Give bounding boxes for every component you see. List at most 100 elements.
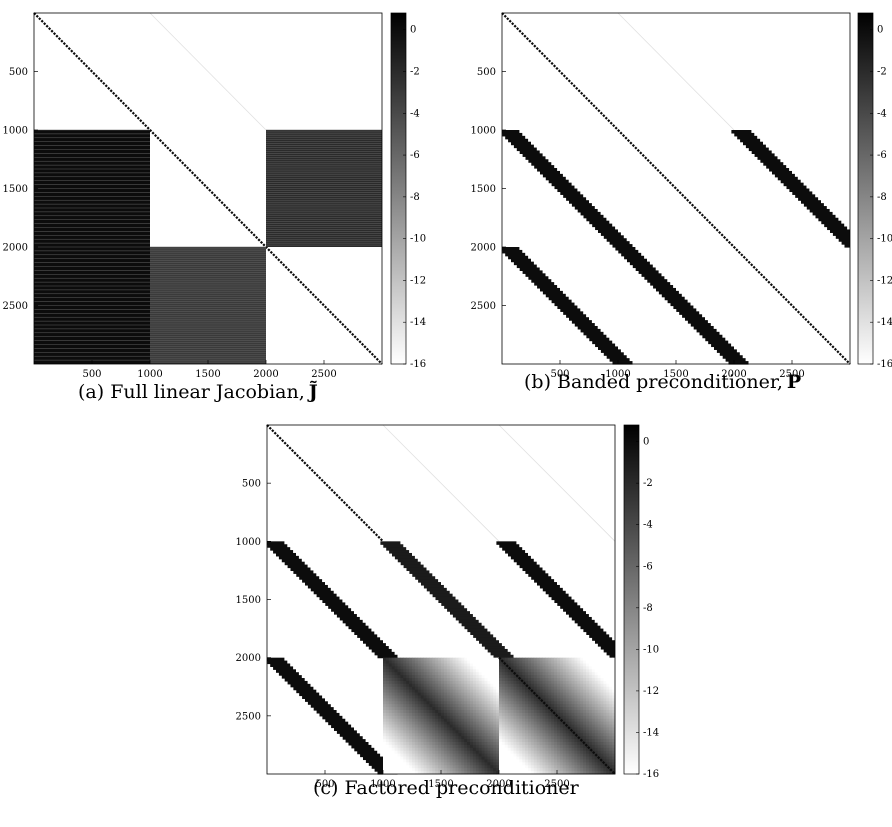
gradient-cell (385, 663, 390, 667)
gradient-cell (435, 692, 439, 696)
gradient-cell (568, 710, 572, 714)
gradient-cell (487, 765, 491, 769)
gradient-cell (394, 765, 398, 769)
gradient-cell (606, 750, 610, 755)
gradient-cell (597, 660, 601, 664)
gradient-cell (435, 707, 439, 711)
gradient-cell (586, 686, 590, 691)
gradient-cell (519, 675, 523, 679)
gradient-cell (455, 666, 459, 670)
gradient-cell (583, 744, 587, 749)
band-step (774, 173, 795, 178)
gradient-cell (487, 750, 491, 755)
gradient-cell (542, 736, 546, 740)
block-row (150, 348, 266, 351)
gradient-cell (412, 759, 416, 763)
gradient-cell (557, 744, 561, 749)
colorbar-tick-label: -16 (643, 769, 659, 780)
gradient-cell (472, 768, 477, 772)
block-row (150, 346, 266, 349)
gradient-cell (487, 768, 491, 772)
gradient-cell (449, 712, 453, 717)
gradient-cell (510, 680, 514, 685)
gradient-cell (414, 747, 419, 752)
band-step (531, 162, 552, 166)
gradient-cell (528, 759, 532, 763)
band-step (333, 727, 354, 731)
gradient-cell (426, 771, 430, 775)
colorbar-tick-label: -12 (643, 686, 659, 697)
gradient-cell (557, 739, 561, 743)
gradient-cell (586, 680, 590, 685)
band-step (374, 651, 395, 656)
caption-b: (b) Banded preconditioner, P (524, 371, 801, 393)
band-step (302, 695, 323, 699)
band-step (612, 244, 633, 248)
gradient-cell (603, 678, 607, 682)
block-row (266, 206, 382, 208)
gradient-cell (400, 762, 404, 766)
gradient-cell (594, 704, 598, 708)
gradient-cell (600, 730, 604, 734)
block-row (150, 262, 266, 265)
gradient-cell (414, 683, 419, 688)
gradient-cell (499, 756, 503, 760)
gradient-cell (528, 712, 532, 717)
gradient-cell (412, 695, 416, 699)
gradient-cell (588, 666, 593, 670)
gradient-cell (383, 704, 387, 708)
gradient-cell (580, 736, 584, 740)
band-step (705, 337, 726, 342)
gradient-cell (606, 672, 610, 676)
gradient-cell (464, 759, 468, 763)
gradient-cell (484, 730, 488, 734)
gradient-cell (565, 750, 569, 755)
gradient-cell (423, 657, 427, 661)
gradient-cell (522, 692, 526, 696)
gradient-cell (559, 724, 564, 728)
block-row (266, 204, 382, 207)
gradient-cell (574, 660, 578, 664)
gradient-cell (612, 686, 616, 691)
gradient-cell (455, 724, 459, 728)
gradient-cell (446, 692, 451, 696)
gradient-cell (472, 695, 477, 699)
gradient-cell (467, 686, 471, 691)
gradient-cell (441, 721, 445, 725)
gradient-cell (609, 724, 613, 728)
gradient-cell (429, 698, 433, 702)
gradient-cell (446, 715, 451, 720)
gradient-cell (510, 750, 514, 755)
gradient-cell (467, 663, 471, 667)
block-row (34, 161, 150, 166)
band-step (513, 144, 534, 149)
gradient-cell (580, 747, 584, 752)
gradient-cell (504, 768, 509, 772)
band-step (821, 220, 842, 225)
gradient-cell (603, 768, 607, 772)
gradient-cell (394, 768, 398, 772)
gradient-cell (603, 750, 607, 755)
gradient-cell (528, 771, 532, 775)
gradient-cell (458, 750, 462, 755)
band-step (505, 135, 526, 140)
gradient-cell (548, 669, 552, 673)
band-step (560, 308, 581, 312)
gradient-cell (530, 712, 535, 717)
colorbar-tick-label: -16 (410, 359, 426, 370)
gradient-cell (400, 730, 404, 734)
gradient-cell (403, 660, 407, 664)
gradient-cell (603, 715, 607, 720)
gradient-cell (435, 747, 439, 752)
gradient-cell (452, 695, 456, 699)
block-row (150, 282, 266, 285)
gradient-cell (597, 768, 601, 772)
gradient-cell (522, 742, 526, 746)
gradient-cell (472, 692, 477, 696)
gradient-cell (464, 742, 468, 746)
band-step (545, 176, 566, 181)
gradient-cell (597, 695, 601, 699)
block-row (34, 231, 150, 236)
gradient-cell (583, 675, 587, 679)
gradient-cell (542, 695, 546, 699)
